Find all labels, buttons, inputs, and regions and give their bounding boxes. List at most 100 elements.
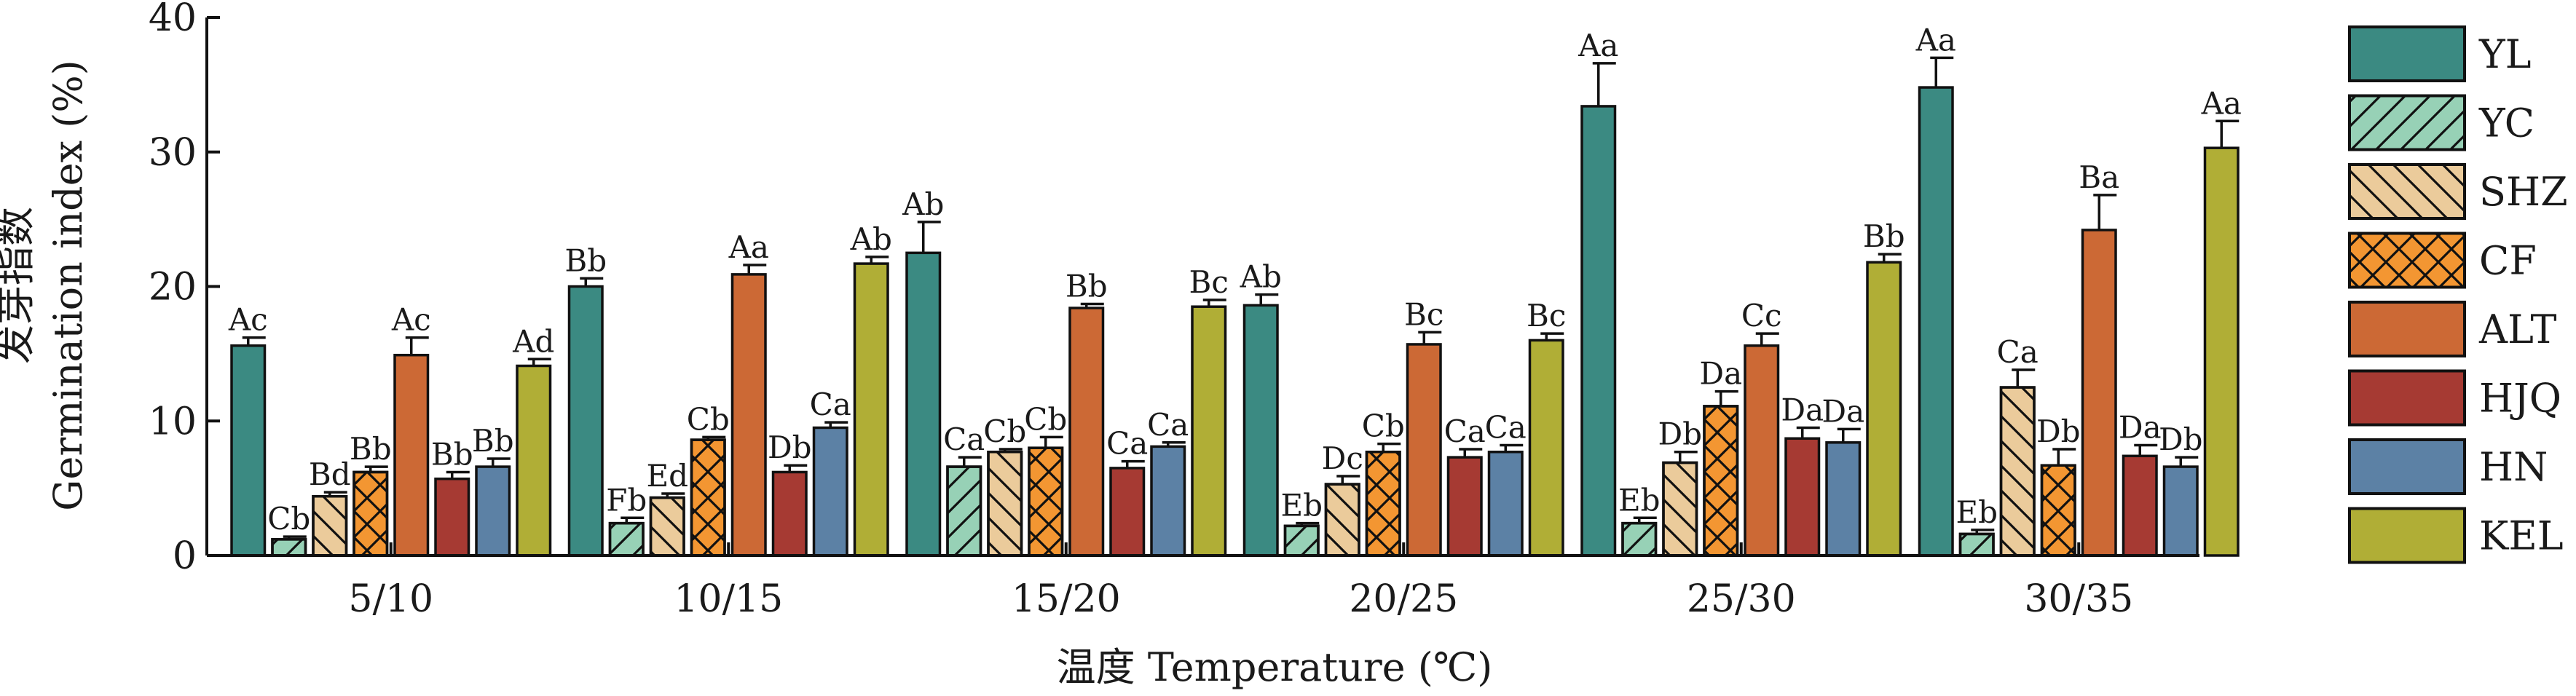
significance-label: Bb [1066,269,1108,304]
significance-label: Cb [1362,408,1405,444]
significance-label: Bc [1189,264,1229,300]
significance-label: Ab [1240,259,1282,295]
significance-label: Bc [1404,296,1443,332]
bar-alt-15-20 [1068,307,1105,557]
x-tick-label: 20/25 [1349,577,1458,621]
significance-label: Ca [1444,414,1486,449]
bar-hatch-cf [1703,405,1739,557]
legend-swatch-hjq [2348,369,2466,427]
significance-label: Ca [1485,410,1527,446]
bar-hatch-shz [1999,386,2036,557]
bar-hjq-10-15 [771,470,808,557]
y-tick-label: 20 [149,266,197,309]
y-axis-label-chinese: 发芽指数 [0,207,39,364]
significance-label: Ca [943,422,985,457]
legend-label-alt: ALT [2478,307,2556,352]
bar-hjq-30-35 [2122,454,2158,557]
bar-kel-25-30 [1866,261,1902,557]
x-tick-label: 5/10 [348,577,433,621]
x-tick-label: 10/15 [674,577,783,621]
significance-label: Ac [391,302,431,338]
bar-hn-25-30 [1825,441,1862,557]
bar-yl-15-20 [905,251,942,557]
legend-label-hn: HN [2479,444,2548,490]
bar-hatch-shz [1324,483,1360,557]
bar-hatch-yc [1621,521,1658,557]
bar-alt-25-30 [1744,344,1780,557]
legend-swatch-alt [2348,301,2466,357]
bar-hn-20-25 [1487,450,1524,557]
plot-area: AcCbBdBbAcBbBbAdBbFbEdCbAaDbCaAbAbCaCbCb… [228,22,2242,557]
significance-label: Da [1821,393,1864,429]
significance-label: Ca [1997,334,2039,370]
significance-label: Ca [1106,426,1148,462]
legend-swatch-hatch [2348,163,2466,220]
legend-swatch-hatch [2348,232,2466,289]
significance-label: Ca [810,387,851,422]
bar-kel-30-35 [2203,146,2240,557]
bar-alt-20-25 [1406,343,1442,557]
bar-hn-30-35 [2162,465,2199,557]
legend-label-shz: SHZ [2479,169,2568,215]
bar-hatch-cf [690,438,726,557]
legend-label-yc: YC [2478,100,2534,146]
bar-hn-15-20 [1150,445,1186,557]
significance-label: Bb [431,436,473,472]
x-tick-label: 25/30 [1687,577,1796,621]
x-axis-ticks: 5/10 10/15 15/20 20/25 25/30 30/35 [348,542,2133,621]
significance-label: Cb [687,401,730,437]
x-axis-label: 温度 Temperature (℃) [1057,644,1493,690]
significance-label: Fb [606,482,647,518]
legend-label-hjq: HJQ [2479,376,2561,422]
significance-label: Cb [1024,401,1067,437]
bar-hjq-20-25 [1446,456,1483,557]
significance-label: Ba [2079,159,2119,195]
bar-hatch-shz [649,496,685,557]
significance-label: Db [768,430,812,465]
significance-label: Da [2119,410,2162,446]
significance-label: Bd [309,456,351,492]
bar-hatch-yc [1283,524,1320,557]
bar-yl-30-35 [1918,86,1954,557]
y-tick-label: 0 [173,534,197,578]
significance-label: Db [2036,414,2081,449]
bar-kel-5-10 [516,364,552,557]
x-tick-label: 15/20 [1012,577,1121,621]
significance-label: Aa [2201,85,2242,121]
significance-label: Cc [1741,298,1782,333]
bar-yl-25-30 [1580,105,1617,557]
bar-hatch-shz [312,494,348,557]
bar-hatch-yc [271,538,307,557]
bar-alt-30-35 [2081,229,2117,557]
legend-label-cf: CF [2479,238,2537,284]
significance-label: Cb [267,501,310,537]
legend-label-yl: YL [2478,31,2532,77]
bar-hatch-cf [1028,446,1064,557]
significance-label: Eb [1280,488,1323,523]
bar-hjq-25-30 [1784,437,1821,557]
significance-label: Ca [1147,407,1189,443]
bar-hn-5-10 [475,465,511,557]
bar-hatch-yc [946,465,982,557]
legend-swatch-kel [2348,507,2466,564]
bar-hjq-5-10 [434,477,470,557]
significance-label: Eb [1955,494,1998,530]
bar-kel-15-20 [1191,305,1227,557]
bar-kel-20-25 [1528,339,1564,557]
bar-hatch-cf [352,470,389,557]
significance-label: Bb [564,242,607,278]
significance-label: Da [1699,356,1742,392]
y-axis-label: Germination index (%) [45,60,91,510]
significance-label: Ac [228,302,268,338]
bar-hn-10-15 [812,426,848,557]
significance-label: Aa [1915,22,1956,58]
y-tick-label: 30 [149,131,197,175]
bar-hatch-shz [987,450,1023,557]
bar-alt-5-10 [393,353,430,557]
bar-yl-20-25 [1242,304,1279,557]
significance-label: Bb [1863,218,1905,254]
significance-label: Eb [1618,482,1661,518]
significance-label: Bb [350,431,392,467]
